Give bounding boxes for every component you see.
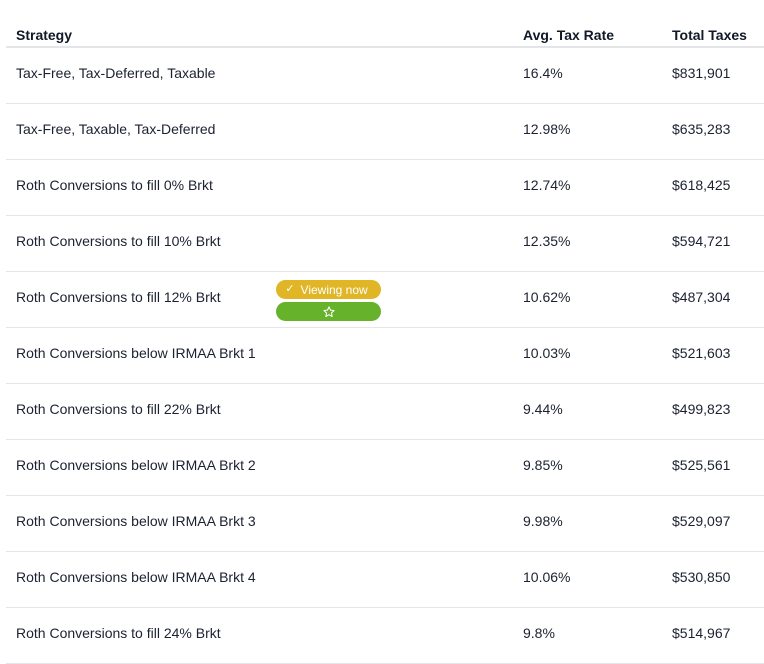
avg-tax-rate-cell: 12.74% [523,177,571,193]
avg-tax-rate-cell: 12.35% [523,233,571,249]
total-taxes-cell: $521,603 [672,345,731,361]
strategy-cell: Roth Conversions to fill 22% Brkt [16,401,221,417]
strategy-cell: Roth Conversions to fill 0% Brkt [16,177,213,193]
total-taxes-cell: $525,561 [672,457,731,473]
viewing-now-label: Viewing now [300,282,368,297]
header-total-taxes: Total Taxes [672,27,747,43]
strategy-cell: Roth Conversions below IRMAA Brkt 1 [16,345,256,361]
header-strategy: Strategy [16,27,73,43]
strategy-table: Strategy Avg. Tax Rate Total Taxes Tax-F… [6,18,764,664]
total-taxes-cell: $529,097 [672,513,731,529]
total-taxes-cell: $618,425 [672,177,731,193]
total-taxes-cell: $514,967 [672,625,731,641]
strategy-cell: Roth Conversions below IRMAA Brkt 3 [16,513,256,529]
avg-tax-rate-cell: 12.98% [523,121,571,137]
avg-tax-rate-cell: 10.03% [523,345,571,361]
table-row[interactable]: Roth Conversions to fill 0% Brkt 12.74% … [6,160,764,216]
avg-tax-rate-cell: 10.06% [523,569,571,585]
viewing-now-badge: ✓ Viewing now [276,280,381,299]
table-row-selected[interactable]: Roth Conversions to fill 12% Brkt ✓ View… [6,272,764,328]
table-row[interactable]: Tax-Free, Taxable, Tax-Deferred 12.98% $… [6,104,764,160]
table-row[interactable]: Roth Conversions below IRMAA Brkt 2 9.85… [6,440,764,496]
table-row[interactable]: Tax-Free, Tax-Deferred, Taxable 16.4% $8… [6,48,764,104]
total-taxes-cell: $530,850 [672,569,731,585]
avg-tax-rate-cell: 10.62% [523,289,571,305]
table-row[interactable]: Roth Conversions to fill 22% Brkt 9.44% … [6,384,764,440]
avg-tax-rate-cell: 9.44% [523,401,563,417]
table-row[interactable]: Roth Conversions below IRMAA Brkt 3 9.98… [6,496,764,552]
table-row[interactable]: Roth Conversions to fill 10% Brkt 12.35%… [6,216,764,272]
total-taxes-cell: $831,901 [672,65,731,81]
strategy-cell: Tax-Free, Taxable, Tax-Deferred [16,121,216,137]
header-avg-tax-rate: Avg. Tax Rate [523,27,615,43]
table-header: Strategy Avg. Tax Rate Total Taxes [6,18,764,48]
favorite-button[interactable] [276,302,381,321]
table-row[interactable]: Roth Conversions below IRMAA Brkt 1 10.0… [6,328,764,384]
total-taxes-cell: $594,721 [672,233,731,249]
table-row[interactable]: Roth Conversions below IRMAA Brkt 4 10.0… [6,552,764,608]
avg-tax-rate-cell: 9.85% [523,457,563,473]
total-taxes-cell: $487,304 [672,289,731,305]
table-row[interactable]: Roth Conversions to fill 24% Brkt 9.8% $… [6,608,764,664]
check-icon: ✓ [285,283,295,295]
strategy-cell: Roth Conversions to fill 12% Brkt [16,289,221,305]
avg-tax-rate-cell: 9.8% [523,625,555,641]
strategy-cell: Roth Conversions to fill 10% Brkt [16,233,221,249]
total-taxes-cell: $499,823 [672,401,731,417]
star-outline-icon [322,305,335,317]
strategy-cell: Tax-Free, Tax-Deferred, Taxable [16,65,216,81]
total-taxes-cell: $635,283 [672,121,731,137]
avg-tax-rate-cell: 9.98% [523,513,563,529]
strategy-cell: Roth Conversions to fill 24% Brkt [16,625,221,641]
strategy-cell: Roth Conversions below IRMAA Brkt 2 [16,457,256,473]
strategy-cell: Roth Conversions below IRMAA Brkt 4 [16,569,256,585]
row-badges: ✓ Viewing now [276,280,381,321]
avg-tax-rate-cell: 16.4% [523,65,563,81]
